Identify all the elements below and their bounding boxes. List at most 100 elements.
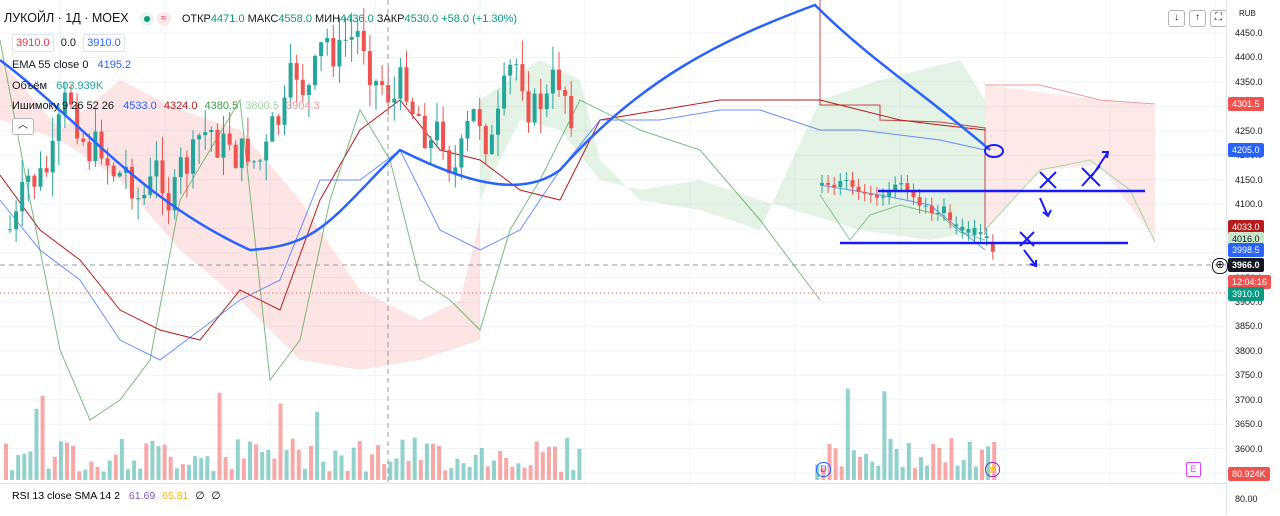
arrow-down-icon[interactable]: ↓	[1168, 10, 1185, 27]
volume-bar	[443, 470, 448, 480]
bid-box[interactable]: 3910.0	[12, 34, 54, 52]
candle-body	[966, 229, 971, 233]
market-open-icon[interactable]	[139, 12, 154, 27]
volume-bar	[339, 455, 344, 480]
ichimoku-row[interactable]: Ишимоку 9 26 52 26 4533.0 4324.0 4380.5 …	[12, 98, 320, 114]
price-tick: 3600.0	[1235, 443, 1263, 454]
volume-bar	[504, 457, 509, 480]
volume-bar	[473, 454, 478, 480]
spread-value: 0.0	[60, 37, 77, 49]
candle-body	[38, 168, 43, 187]
arrow-up-icon[interactable]: ↑	[1189, 10, 1206, 27]
candle-body	[416, 113, 421, 116]
candle-body	[917, 197, 922, 206]
volume-bar	[144, 443, 149, 480]
volume-bar	[150, 440, 155, 480]
ichimoku-cloud-future	[985, 85, 1155, 240]
candle-body	[270, 116, 275, 142]
volume-bar	[882, 391, 887, 480]
volume-row[interactable]: Объём 603.939K	[12, 78, 103, 94]
span-b-line	[985, 84, 1156, 105]
candle-body	[972, 227, 977, 236]
lightning-icon[interactable]: ⚡	[985, 462, 1000, 477]
volume-bar	[955, 465, 960, 480]
candle-body	[935, 212, 940, 214]
candle-body	[14, 211, 19, 230]
candle-body	[978, 232, 983, 234]
symbol-title[interactable]: ЛУКОЙЛ · 1Д · MOEX	[4, 11, 129, 25]
volume-bar	[119, 438, 124, 480]
rsi-sma-value: 65.81	[162, 490, 189, 502]
volume-bar	[162, 444, 167, 480]
candle-body	[960, 226, 965, 231]
rsi-pane[interactable]: RSI 13 close SMA 14 2 61.69 65.81 ∅ ∅	[0, 483, 1226, 516]
volume-bar	[894, 448, 899, 480]
dividend-marker[interactable]: D	[816, 462, 831, 477]
candle-body	[911, 191, 916, 198]
volume-bar	[376, 445, 381, 480]
rsi-tick: 80.00	[1235, 494, 1258, 504]
trade-row: 3910.0 0.0 3910.0	[12, 34, 125, 52]
candle-body	[160, 160, 165, 194]
volume-bar	[101, 471, 106, 480]
badge-countdown: 12:04:16	[1228, 275, 1272, 289]
volume-bar	[937, 447, 942, 480]
volume-bar	[180, 464, 185, 480]
volume-bar	[309, 445, 313, 480]
volume-bar	[34, 408, 39, 480]
volume-bar	[107, 460, 112, 480]
candle-body	[252, 161, 256, 163]
ask-box[interactable]: 3910.0	[83, 34, 125, 52]
candle-body	[374, 81, 378, 86]
candle-body	[203, 132, 208, 136]
candle-body	[325, 38, 330, 43]
volume-bar	[492, 460, 496, 480]
candle-body	[984, 236, 989, 239]
badge-base-line: 4033.0	[1228, 220, 1264, 234]
volume-bar	[522, 467, 527, 480]
base-line-recent	[819, 0, 986, 235]
crosshair-icon[interactable]: ⊕	[1212, 258, 1228, 274]
fullscreen-icon[interactable]: ⛶	[1210, 10, 1227, 27]
volume-bar	[83, 469, 88, 480]
candle-body	[410, 101, 415, 114]
candle-body	[233, 144, 238, 168]
delay-icon[interactable]: ≈	[156, 12, 171, 27]
volume-bar	[833, 448, 838, 480]
volume-bar	[845, 388, 850, 480]
candle-body	[850, 180, 855, 187]
candle-body	[502, 75, 507, 109]
candle-body	[874, 194, 879, 198]
volume-bar	[199, 458, 204, 480]
volume-bar	[278, 403, 283, 480]
ichimoku-span-b: 3904.3	[285, 100, 320, 112]
volume-bar	[540, 451, 545, 480]
candle-body	[447, 150, 452, 174]
rsi-na-1: ∅	[195, 490, 205, 502]
candle-body	[87, 141, 92, 161]
earnings-marker[interactable]: E	[1186, 462, 1201, 477]
price-chart[interactable]	[0, 0, 1226, 483]
candle-body	[136, 198, 141, 200]
price-tick: 4450.0	[1235, 28, 1263, 38]
price-tick: 4400.0	[1235, 52, 1263, 63]
volume-bar	[211, 470, 216, 480]
rsi-na-2: ∅	[211, 490, 221, 502]
candle-body	[887, 190, 892, 197]
volume-bar	[223, 456, 228, 480]
volume-bar	[388, 461, 393, 480]
chevron-up-icon: ︿	[18, 120, 28, 131]
volume-bar	[168, 456, 173, 480]
candle-body	[838, 181, 843, 187]
candle-body	[26, 175, 31, 182]
currency-label[interactable]: RUB	[1239, 9, 1256, 18]
candle-body	[868, 193, 873, 195]
candle-body	[8, 229, 12, 231]
candle-body	[477, 109, 482, 127]
candle-body	[496, 108, 500, 135]
collapse-legend-button[interactable]: ︿	[12, 118, 34, 135]
volume-bar	[266, 449, 271, 480]
volume-bar	[510, 466, 515, 480]
ema-row[interactable]: EMA 55 close 0 4195.2	[12, 57, 131, 73]
volume-bar	[126, 469, 130, 480]
